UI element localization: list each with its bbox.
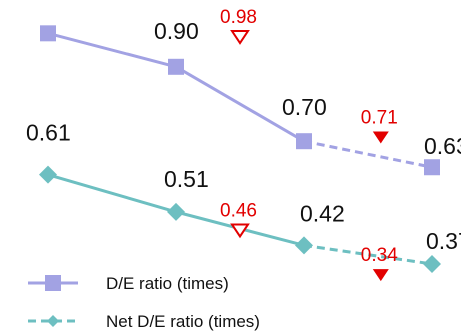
net_de-point-2 [167, 202, 185, 221]
net_de-line-segment-1 [47, 173, 177, 214]
net_de-value-label-2: 0.51 [164, 166, 209, 192]
net_de-line-segment-3 [303, 243, 433, 266]
target-markers: 0.98 0.71 0.46 0.34 [220, 7, 398, 282]
legend: D/E ratio (times) Net D/E ratio (times) [28, 274, 260, 331]
legend-label-net-de: Net D/E ratio (times) [106, 312, 260, 331]
data-labels: 0.99 0.90 0.70 0.63 0.61 0.51 0.42 0.37 [26, 0, 461, 254]
legend-item-net-de: Net D/E ratio (times) [28, 312, 260, 331]
de-value-label-4: 0.63 [424, 133, 461, 159]
target-label-net_de-4: 0.34 [361, 245, 398, 266]
target-marker-de-1 [230, 30, 250, 45]
de-point-1 [40, 25, 56, 42]
de-point-4 [424, 159, 440, 176]
de-line-segment-2 [175, 65, 305, 143]
legend-label-de: D/E ratio (times) [106, 274, 229, 293]
target-marker-net_de-3 [230, 223, 250, 239]
legend-item-de: D/E ratio (times) [28, 274, 229, 293]
de-value-label-3: 0.70 [282, 94, 327, 120]
legend-swatch-marker-net-de [47, 315, 59, 327]
net_de-point-1 [39, 165, 57, 184]
target-marker-net_de-4 [372, 269, 389, 282]
target-label-net_de-3: 0.46 [220, 200, 257, 221]
legend-swatch-marker-de [45, 275, 61, 291]
de-value-label-1: 0.99 [26, 0, 71, 4]
net_de-point-3 [295, 236, 313, 255]
net_de-value-label-1: 0.61 [26, 120, 71, 146]
net_de-value-label-4: 0.37 [426, 228, 461, 254]
target-marker-de-2 [372, 131, 389, 144]
de-line-segment-1 [47, 31, 177, 69]
de-point-2 [168, 58, 184, 75]
de-line-segment-3 [303, 139, 433, 169]
de-value-label-2: 0.90 [154, 18, 199, 44]
de-point-3 [296, 133, 312, 150]
net_de-point-4 [423, 254, 441, 273]
target-label-de-1: 0.98 [220, 7, 257, 28]
target-label-de-2: 0.71 [361, 107, 398, 128]
series-markers [39, 25, 441, 273]
net_de-value-label-3: 0.42 [300, 200, 345, 226]
